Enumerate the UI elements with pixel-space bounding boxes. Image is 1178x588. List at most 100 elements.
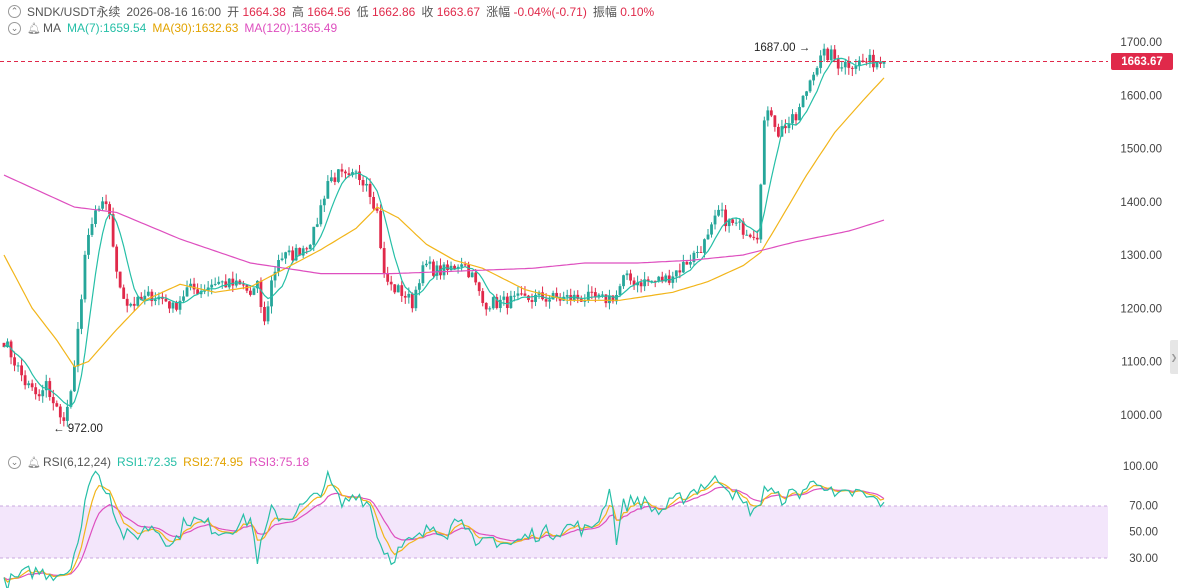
rsi2-value: RSI2:74.95 (183, 455, 244, 469)
candle-body (326, 181, 330, 199)
collapse-ma-chevron-icon[interactable]: ⌄ (8, 21, 21, 35)
candle-body (358, 171, 361, 181)
price-tick-label: 1500.00 (1120, 144, 1162, 156)
high-annotation: 1687.00 → (754, 42, 810, 54)
candle-body (865, 61, 868, 63)
candle-body (868, 54, 872, 63)
candle-body (266, 306, 270, 322)
candle-body (826, 48, 830, 61)
candle-body (192, 283, 196, 290)
rsi-tick-label: 50.00 (1129, 527, 1158, 539)
candle-body (252, 288, 256, 295)
ma30-line (3, 77, 885, 368)
candle-body (625, 273, 629, 276)
candle-body (175, 302, 178, 310)
candle-body (769, 110, 773, 116)
candle-body (351, 172, 354, 176)
price-tick-label: 1400.00 (1120, 197, 1162, 209)
candle-body (727, 219, 731, 227)
candle-body (146, 291, 150, 296)
candle-body (710, 224, 713, 235)
candle-body (65, 406, 69, 421)
candle-body (453, 265, 456, 269)
candle-body (284, 252, 287, 259)
candle-body (308, 244, 312, 250)
candle-body (502, 296, 506, 300)
ma120-line (3, 174, 885, 275)
candle-body (558, 297, 562, 301)
candle-body (653, 280, 657, 282)
high-label: 高 (291, 5, 304, 19)
candle-body (498, 299, 502, 309)
candle-body (731, 219, 735, 223)
candle-body (375, 208, 379, 211)
candle-body (741, 221, 745, 235)
candle-body (396, 285, 400, 293)
candle-body (48, 381, 52, 398)
low-label: 低 (356, 5, 369, 19)
candle-body (572, 294, 576, 301)
candle-body (344, 171, 347, 174)
candle-body (315, 224, 319, 227)
candle-body (125, 298, 129, 306)
candle-body (256, 280, 259, 289)
candle-body (798, 107, 801, 121)
candle-body (474, 272, 478, 283)
candle-datetime: 2026-08-16 16:00 (126, 4, 222, 19)
candle-body (220, 281, 224, 283)
candle-body (101, 201, 104, 209)
candle-body (291, 250, 295, 261)
candle-body (667, 275, 671, 283)
candle-body (379, 210, 383, 249)
candle-body (836, 59, 840, 69)
candle-body (646, 279, 650, 282)
symbol-name: SNDK/USDT永续 (27, 5, 121, 19)
candle-body (312, 226, 316, 245)
candle-body (541, 292, 544, 300)
candle-body (410, 293, 414, 309)
candle-body (118, 271, 122, 288)
low-value: 1662.86 (371, 5, 416, 19)
candle-body (530, 300, 534, 302)
candle-body (505, 296, 509, 309)
candle-body (696, 251, 699, 253)
candle-body (301, 248, 305, 256)
candle-body (2, 342, 6, 348)
rsi-indicator-name: RSI(6,12,24) (42, 455, 112, 469)
candle-body (523, 293, 527, 296)
rsi-alert-bell-icon[interactable]: 🔔︎ (27, 456, 41, 469)
candle-body (717, 209, 720, 216)
candle-body (534, 294, 537, 302)
candle-body (403, 295, 407, 298)
candle-body (748, 234, 752, 237)
candle-body (657, 276, 661, 281)
candle-body (83, 254, 87, 300)
candle-body (601, 294, 604, 296)
candle-body (643, 279, 647, 287)
candle-body (660, 276, 664, 282)
alert-bell-icon[interactable]: 🔔︎ (27, 22, 41, 35)
candle-body (382, 248, 386, 273)
candle-body (319, 205, 323, 225)
candle-body (678, 270, 682, 273)
candle-body (27, 383, 31, 386)
candle-body (168, 301, 171, 309)
close-value: 1663.67 (436, 5, 481, 19)
candle-body (583, 300, 587, 302)
side-panel-handle[interactable]: ❯ (1170, 340, 1178, 374)
candle-body (51, 397, 55, 404)
candle-body (277, 260, 280, 272)
collapse-chevron-icon[interactable]: ⌃ (8, 5, 21, 18)
rsi-band (0, 506, 1108, 558)
candle-body (73, 366, 76, 392)
candle-body (794, 114, 798, 121)
candle-body (611, 295, 615, 302)
collapse-rsi-chevron-icon[interactable]: ⌄ (8, 455, 21, 469)
candle-body (629, 273, 632, 281)
candle-body (361, 180, 365, 186)
candle-body (97, 208, 101, 211)
candle-body (808, 80, 812, 92)
price-legend: ⌃ SNDK/USDT永续 2026-08-16 16:00 开 1664.38… (8, 3, 654, 20)
close-label: 收 (421, 5, 434, 19)
